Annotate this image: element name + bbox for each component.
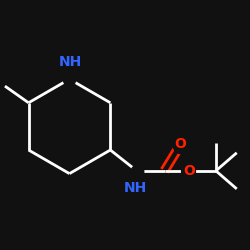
Text: NH: NH bbox=[124, 180, 147, 194]
Text: O: O bbox=[183, 164, 195, 178]
Text: O: O bbox=[174, 138, 186, 151]
Text: NH: NH bbox=[59, 56, 82, 70]
